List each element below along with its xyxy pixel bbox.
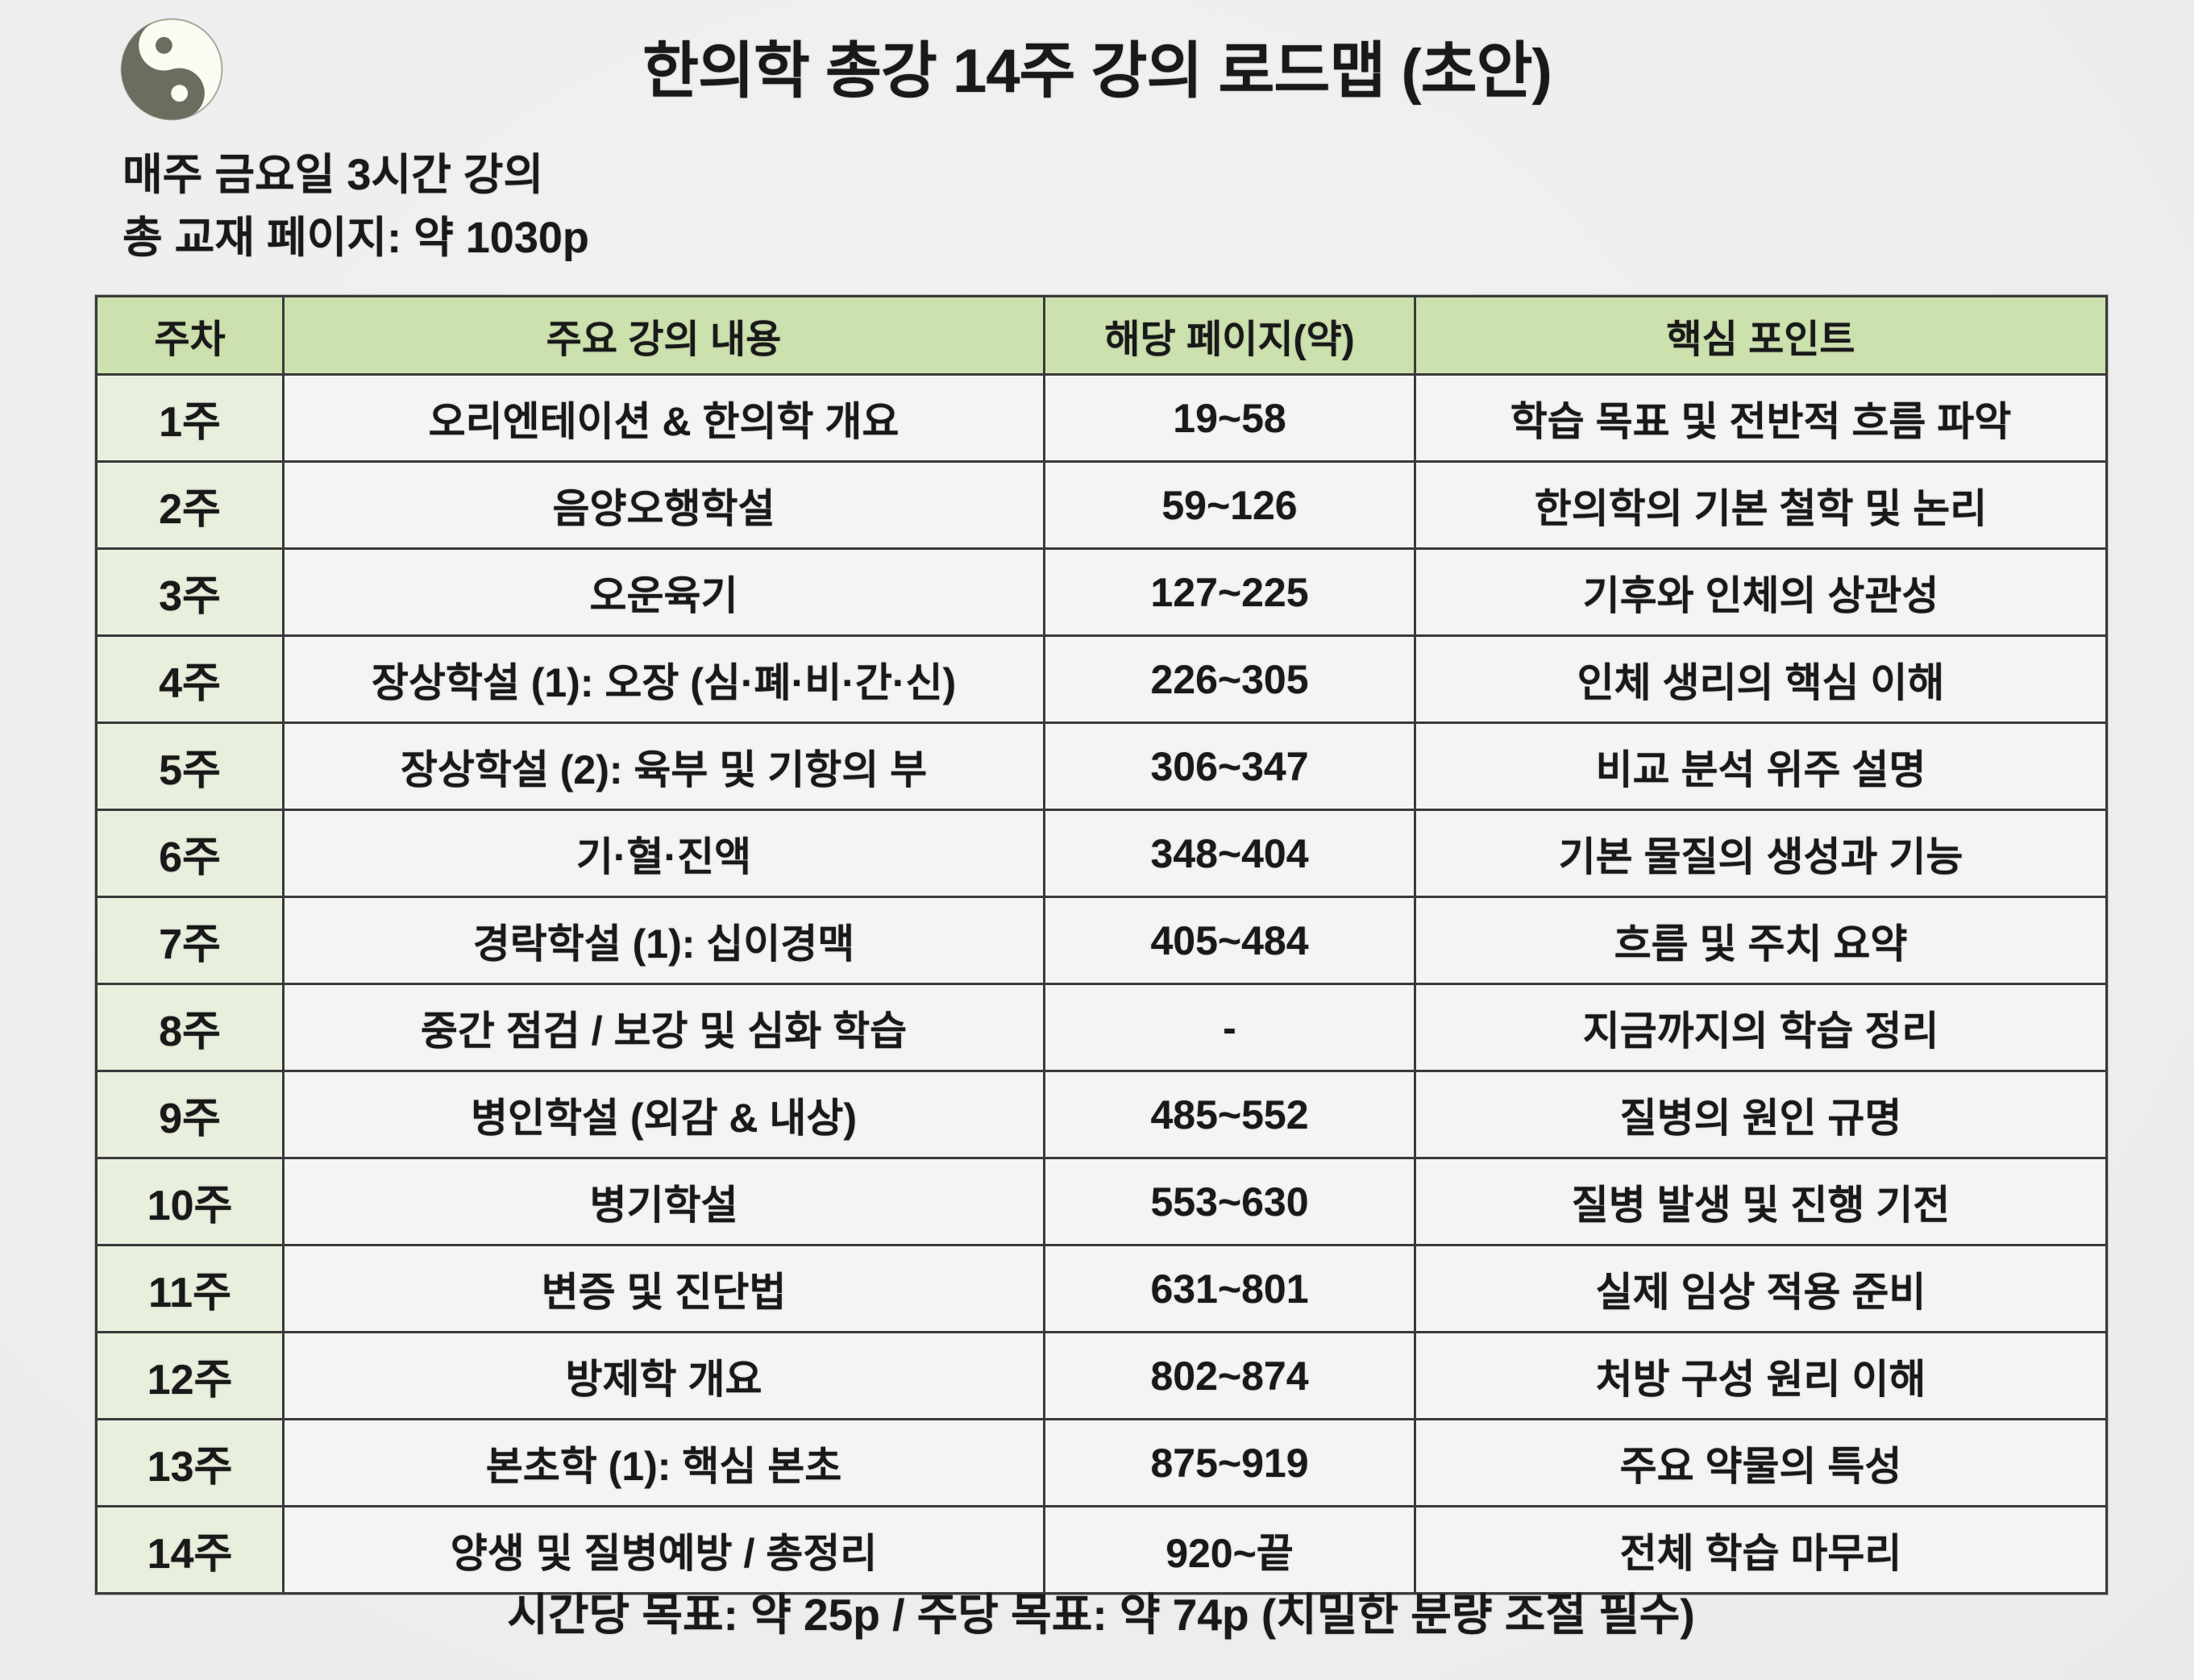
- table-row: 4주 장상학설 (1): 오장 (심·폐·비·간·신) 226~305 인체 생리의 …: [95, 634, 2108, 724]
- content-cell: 변증 및 진단법: [282, 1244, 1045, 1333]
- week-cell: 3주: [95, 547, 285, 637]
- table-row: 11주 변증 및 진단법 631~801 실제 임상 적용 준비: [95, 1244, 2108, 1333]
- content-cell: 음양오행학설: [282, 460, 1045, 550]
- table-row: 13주 본초학 (1): 핵심 본초 875~919 주요 약물의 특성: [95, 1418, 2108, 1507]
- pages-cell: 485~552: [1043, 1070, 1416, 1159]
- table-row: 7주 경락학설 (1): 십이경맥 405~484 흐름 및 주치 요약: [95, 896, 2108, 985]
- pages-cell: 405~484: [1043, 896, 1416, 985]
- point-cell: 질병의 원인 규명: [1414, 1070, 2108, 1159]
- pages-cell: 920~끝: [1043, 1505, 1416, 1595]
- week-cell: 8주: [95, 983, 285, 1072]
- table-row: 2주 음양오행학설 59~126 한의학의 기본 철학 및 논리: [95, 460, 2108, 550]
- roadmap-table-body: 1주 오리엔테이션 & 한의학 개요 19~58 학습 목표 및 전반적 흐름 파악 2…: [95, 373, 2108, 1595]
- header-cell-week: 주차: [95, 295, 285, 376]
- content-cell: 병기학설: [282, 1157, 1045, 1246]
- content-cell: 오리엔테이션 & 한의학 개요: [282, 373, 1045, 463]
- table-row: 10주 병기학설 553~630 질병 발생 및 진행 기전: [95, 1157, 2108, 1246]
- pages-cell: -: [1043, 983, 1416, 1072]
- pages-cell: 306~347: [1043, 721, 1416, 811]
- subtitle-line-1: 매주 금요일 3시간 강의: [123, 151, 544, 199]
- pages-cell: 875~919: [1043, 1418, 1416, 1507]
- table-row: 5주 장상학설 (2): 육부 및 기항의 부 306~347 비교 분석 위주 설명: [95, 721, 2108, 811]
- header-cell-point: 핵심 포인트: [1414, 295, 2108, 376]
- header-cell-pages: 해당 페이지(약): [1043, 295, 1416, 376]
- point-cell: 전체 학습 마무리: [1414, 1505, 2108, 1595]
- pages-cell: 127~225: [1043, 547, 1416, 637]
- week-cell: 14주: [95, 1505, 285, 1595]
- point-cell: 흐름 및 주치 요약: [1414, 896, 2108, 985]
- week-cell: 6주: [95, 809, 285, 898]
- yin-yang-icon: [120, 18, 223, 121]
- week-cell: 1주: [95, 373, 285, 463]
- content-cell: 방제학 개요: [282, 1331, 1045, 1420]
- pages-cell: 631~801: [1043, 1244, 1416, 1333]
- week-cell: 5주: [95, 721, 285, 811]
- week-cell: 12주: [95, 1331, 285, 1420]
- footer-note: 시간당 목표: 약 25p / 주당 목표: 약 74p (치밀한 분량 조절 …: [507, 1590, 1695, 1640]
- point-cell: 처방 구성 원리 이해: [1414, 1331, 2108, 1420]
- point-cell: 기후와 인체의 상관성: [1414, 547, 2108, 637]
- content-cell: 기·혈·진액: [282, 809, 1045, 898]
- subtitle-line-2: 총 교재 페이지: 약 1030p: [123, 214, 589, 263]
- table-row: 3주 오운육기 127~225 기후와 인체의 상관성: [95, 547, 2108, 637]
- week-cell: 9주: [95, 1070, 285, 1159]
- pages-cell: 59~126: [1043, 460, 1416, 550]
- header-cell-content: 주요 강의 내용: [282, 295, 1045, 376]
- content-cell: 병인학설 (외감 & 내상): [282, 1070, 1045, 1159]
- week-cell: 4주: [95, 634, 285, 724]
- pages-cell: 348~404: [1043, 809, 1416, 898]
- table-row: 1주 오리엔테이션 & 한의학 개요 19~58 학습 목표 및 전반적 흐름 파악: [95, 373, 2108, 463]
- table-row: 8주 중간 점검 / 보강 및 심화 학습 - 지금까지의 학습 정리: [95, 983, 2108, 1072]
- week-cell: 13주: [95, 1418, 285, 1507]
- table-header-row: 주차 주요 강의 내용 해당 페이지(약) 핵심 포인트: [95, 295, 2108, 376]
- point-cell: 인체 생리의 핵심 이해: [1414, 634, 2108, 724]
- pages-cell: 802~874: [1043, 1331, 1416, 1420]
- point-cell: 비교 분석 위주 설명: [1414, 721, 2108, 811]
- pages-cell: 19~58: [1043, 373, 1416, 463]
- week-cell: 10주: [95, 1157, 285, 1246]
- pages-cell: 553~630: [1043, 1157, 1416, 1246]
- table-row: 14주 양생 및 질병예방 / 총정리 920~끝 전체 학습 마무리: [95, 1505, 2108, 1595]
- content-cell: 양생 및 질병예방 / 총정리: [282, 1505, 1045, 1595]
- content-cell: 본초학 (1): 핵심 본초: [282, 1418, 1045, 1507]
- point-cell: 학습 목표 및 전반적 흐름 파악: [1414, 373, 2108, 463]
- point-cell: 질병 발생 및 진행 기전: [1414, 1157, 2108, 1246]
- table-row: 12주 방제학 개요 802~874 처방 구성 원리 이해: [95, 1331, 2108, 1420]
- point-cell: 기본 물질의 생성과 기능: [1414, 809, 2108, 898]
- point-cell: 지금까지의 학습 정리: [1414, 983, 2108, 1072]
- content-cell: 장상학설 (2): 육부 및 기항의 부: [282, 721, 1045, 811]
- week-cell: 11주: [95, 1244, 285, 1333]
- roadmap-table: 주차 주요 강의 내용 해당 페이지(약) 핵심 포인트 1주 오리엔테이션 & …: [95, 295, 2108, 1595]
- content-cell: 중간 점검 / 보강 및 심화 학습: [282, 983, 1045, 1072]
- point-cell: 실제 임상 적용 준비: [1414, 1244, 2108, 1333]
- table-row: 9주 병인학설 (외감 & 내상) 485~552 질병의 원인 규명: [95, 1070, 2108, 1159]
- pages-cell: 226~305: [1043, 634, 1416, 724]
- week-cell: 7주: [95, 896, 285, 985]
- page-title: 한의학 총강 14주 강의 로드맵 (초안): [642, 37, 1552, 106]
- point-cell: 한의학의 기본 철학 및 논리: [1414, 460, 2108, 550]
- point-cell: 주요 약물의 특성: [1414, 1418, 2108, 1507]
- week-cell: 2주: [95, 460, 285, 550]
- table-row: 6주 기·혈·진액 348~404 기본 물질의 생성과 기능: [95, 809, 2108, 898]
- subtitle: 매주 금요일 3시간 강의 총 교재 페이지: 약 1030p: [123, 143, 589, 270]
- content-cell: 경락학설 (1): 십이경맥: [282, 896, 1045, 985]
- content-cell: 장상학설 (1): 오장 (심·폐·비·간·신): [282, 634, 1045, 724]
- content-cell: 오운육기: [282, 547, 1045, 637]
